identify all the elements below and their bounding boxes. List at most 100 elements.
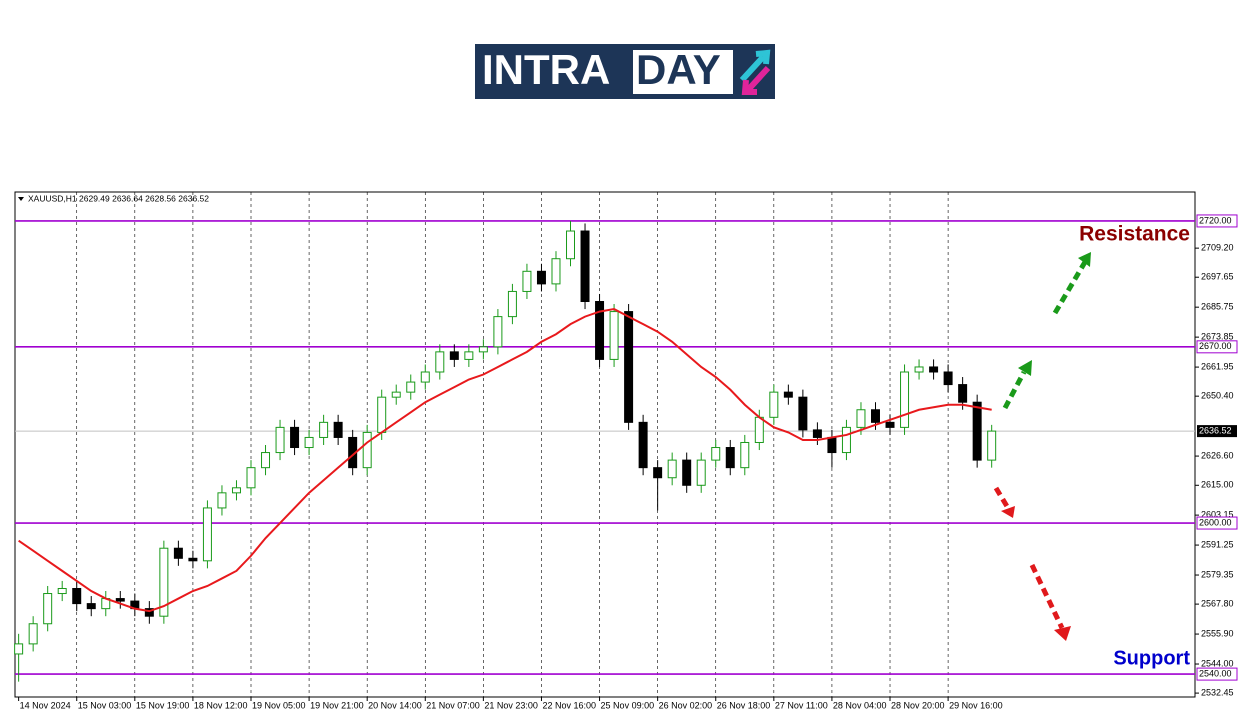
y-tick-label: 2544.00 (1201, 658, 1234, 668)
moving-average (18, 308, 992, 613)
arrows (993, 252, 1091, 641)
x-tick-label: 21 Nov 23:00 (484, 700, 538, 710)
x-tick-label: 19 Nov 05:00 (252, 700, 306, 710)
y-tick-label: 2591.25 (1201, 539, 1234, 549)
menu-icon (18, 197, 24, 201)
x-tick-label: 26 Nov 02:00 (659, 700, 713, 710)
x-tick-label: 15 Nov 19:00 (136, 700, 190, 710)
y-tick-label: 2532.45 (1201, 687, 1234, 697)
candle-body (406, 381, 416, 393)
candle-body (144, 608, 154, 617)
candle-body (449, 351, 459, 360)
y-tick-label: 2626.60 (1201, 450, 1234, 460)
candle-body (841, 426, 851, 454)
candle-body (231, 487, 241, 494)
x-tick-label: 29 Nov 16:00 (949, 700, 1003, 710)
candle-body (420, 371, 430, 383)
level-label: 2540.00 (1199, 668, 1232, 678)
logo-arrow (739, 49, 771, 83)
x-tick-label: 26 Nov 18:00 (717, 700, 771, 710)
candle-body (57, 587, 67, 595)
candle-body (667, 459, 677, 479)
candle-body (493, 316, 503, 348)
arrow (1052, 260, 1088, 315)
level-box (1196, 516, 1238, 530)
candle-body (362, 431, 372, 469)
candle-body (972, 401, 982, 461)
level-box (1196, 340, 1238, 354)
candle-body (275, 426, 285, 454)
candle-body (754, 416, 764, 443)
candle-body (827, 436, 837, 454)
candle-body (609, 311, 619, 360)
support-label: Support (1113, 647, 1190, 669)
candle-body (72, 587, 82, 605)
candle-body (86, 603, 96, 610)
level-label: 2720.00 (1199, 215, 1232, 225)
candle-body (115, 598, 125, 602)
current-price-box (1197, 425, 1237, 438)
candle-body (566, 230, 576, 260)
y-tick-label: 2661.95 (1201, 361, 1234, 371)
candle-body (624, 311, 634, 423)
arrow (1002, 370, 1027, 410)
x-tick-label: 27 Nov 11:00 (775, 700, 828, 710)
candle-body (870, 409, 880, 423)
candle-body (696, 459, 706, 486)
candle-body (653, 467, 663, 479)
candle-body (856, 409, 866, 428)
y-tick-label: 2615.00 (1201, 480, 1234, 490)
candle-body (812, 429, 822, 438)
candle-body (246, 467, 256, 489)
level-label: 2670.00 (1199, 341, 1232, 351)
candle-body (929, 366, 939, 373)
candle-body (507, 290, 517, 318)
x-tick-label: 28 Nov 20:00 (891, 700, 945, 710)
candle-body (28, 623, 38, 645)
candle-body (725, 447, 735, 469)
level-box (1196, 667, 1238, 681)
candle-body (202, 507, 212, 562)
candle-body (987, 430, 997, 461)
plot-frame (14, 191, 1196, 698)
x-tick-label: 19 Nov 21:00 (310, 700, 364, 710)
arrow (1029, 563, 1065, 630)
candle-body (536, 270, 546, 285)
symbol-header: XAUUSD,H1 2629.49 2636.64 2628.56 2636.5… (28, 193, 209, 203)
candle-body (798, 396, 808, 431)
arrow (993, 486, 1011, 510)
arrow-head (1054, 626, 1071, 641)
x-tick-label: 15 Nov 03:00 (78, 700, 132, 710)
candle-body (464, 351, 474, 360)
x-tick-label: 25 Nov 09:00 (601, 700, 655, 710)
candle-body (711, 447, 721, 461)
candle-body (173, 547, 183, 559)
arrow-head (1001, 506, 1015, 518)
candle-body (478, 346, 488, 353)
arrow-head (1018, 360, 1032, 376)
y-tick-label: 2697.65 (1201, 272, 1234, 282)
candle-body (304, 436, 314, 449)
x-tick-label: 28 Nov 04:00 (833, 700, 887, 710)
x-tick-label: 14 Nov 2024 (20, 700, 71, 710)
candle-body (333, 421, 343, 438)
current-price-label: 2636.52 (1199, 425, 1232, 435)
candle-body (885, 421, 895, 428)
logo-highlight (633, 50, 733, 94)
y-tick-label: 2673.85 (1201, 332, 1234, 342)
level-label: 2600.00 (1199, 517, 1232, 527)
candle-body (14, 643, 24, 655)
candle-body (217, 492, 227, 509)
candle-body (43, 593, 53, 625)
logo-text: DAY (636, 46, 721, 93)
candle-body (740, 441, 750, 469)
y-tick-label: 2650.40 (1201, 391, 1234, 401)
candle-body (682, 459, 692, 486)
candle-body (914, 366, 924, 373)
y-tick-label: 2709.20 (1201, 243, 1234, 253)
y-tick-label: 2603.15 (1201, 509, 1234, 519)
candle-body (551, 258, 561, 285)
candle-body (580, 230, 590, 303)
resistance-label: Resistance (1079, 223, 1190, 246)
